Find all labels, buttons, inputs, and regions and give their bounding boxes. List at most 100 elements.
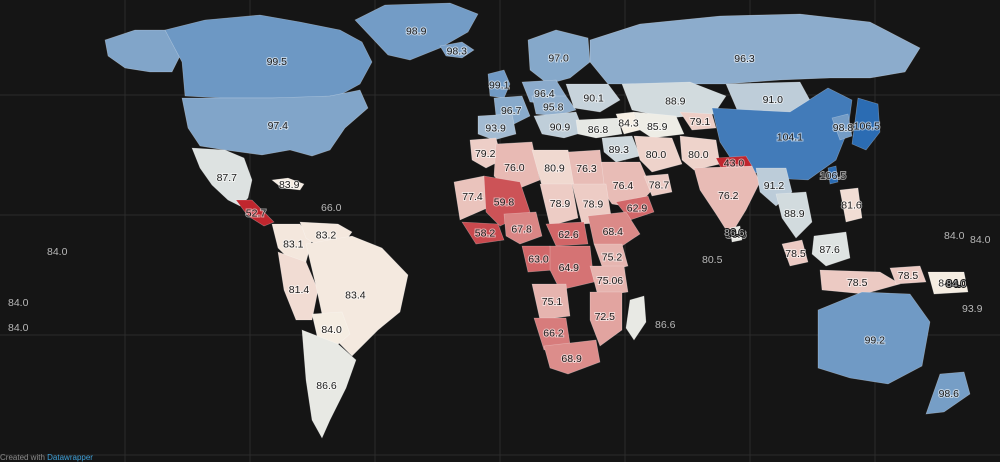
region-oman[interactable] [643, 173, 673, 197]
value-label-russia: 96.3 [734, 53, 755, 65]
value-label-pacific-3: 84.0 [8, 322, 29, 334]
region-kyrgyz[interactable] [679, 111, 717, 131]
region-taiwan[interactable] [827, 165, 839, 185]
region-peru[interactable] [277, 251, 319, 321]
region-malaysia[interactable] [781, 239, 809, 267]
value-label-philippines: 81.6 [841, 200, 862, 212]
region-spain[interactable] [477, 113, 517, 141]
region-argentina[interactable] [301, 329, 357, 439]
region-india[interactable] [693, 165, 761, 237]
region-nigeria[interactable] [503, 211, 543, 245]
value-label-kyrgyz: 79.1 [690, 116, 711, 128]
value-label-mongolia: 91.0 [763, 94, 784, 106]
value-label-indian-2: 80.5 [702, 254, 723, 266]
region-balkans[interactable] [533, 111, 585, 139]
value-label-indonesia: 78.5 [847, 277, 868, 289]
value-label-oman: 78.7 [649, 180, 670, 192]
region-kenya[interactable] [593, 243, 629, 273]
region-angola[interactable] [531, 283, 571, 321]
value-label-turkey: 86.8 [588, 124, 609, 136]
region-ukraine[interactable] [565, 83, 621, 113]
value-label-mauritania: 77.4 [462, 191, 483, 203]
value-labels: 98.9 99.5 97.4 87.7 52.7 83.9 83.1 83.2 81.4 83.4… [216, 25, 961, 402]
value-label-sudan: 78.9 [583, 199, 604, 211]
region-cent-african-rep[interactable] [545, 221, 589, 247]
region-korea[interactable] [831, 113, 853, 141]
value-label-angola: 75.1 [542, 296, 563, 308]
value-label-morocco: 79.2 [475, 148, 496, 160]
value-label-central-asia: 85.9 [647, 121, 668, 133]
region-algeria[interactable] [493, 141, 541, 193]
value-label-yemen: 62.9 [627, 203, 648, 215]
region-central-america[interactable] [235, 199, 275, 227]
value-label-poland: 95.8 [543, 101, 564, 113]
value-label-south-africa: 68.9 [561, 353, 582, 365]
value-label-balkans: 90.9 [550, 121, 571, 133]
region-iran[interactable] [633, 135, 683, 173]
region-indonesia[interactable] [819, 269, 901, 295]
value-label-timor: 78.5 [898, 270, 919, 282]
region-cuba[interactable] [271, 177, 305, 191]
value-label-pacific-7: 93.9 [962, 303, 983, 315]
value-label-france: 96.7 [501, 105, 522, 117]
credit-prefix: Created with [0, 453, 45, 462]
value-label-png: 84.0 [938, 278, 959, 290]
value-label-ukraine: 90.1 [583, 93, 604, 105]
region-borneo[interactable] [811, 231, 851, 267]
region-south-africa[interactable] [543, 339, 601, 375]
region-russia[interactable] [589, 13, 921, 85]
region-greenland[interactable] [354, 2, 479, 61]
value-label-ethiopia: 68.4 [603, 226, 624, 238]
region-png[interactable] [927, 271, 969, 295]
value-label-scandinavia: 97.0 [548, 52, 569, 64]
value-label-germany: 96.4 [534, 88, 555, 100]
value-label-japan: 106.5 [854, 121, 880, 133]
region-australia[interactable] [817, 291, 931, 385]
region-morocco[interactable] [469, 137, 503, 169]
region-iceland[interactable] [439, 41, 475, 59]
value-label-mexico: 87.7 [217, 172, 238, 184]
region-guinea[interactable] [461, 221, 505, 245]
region-central-asia[interactable] [633, 111, 685, 139]
value-label-malaysia: 78.5 [785, 248, 806, 260]
region-iraq[interactable] [601, 135, 641, 163]
value-label-afghanistan: 80.0 [688, 149, 709, 161]
value-label-thailand: 88.9 [784, 208, 805, 220]
value-label-gabon: 63.0 [528, 254, 549, 266]
region-afghanistan[interactable] [679, 135, 721, 171]
region-timor[interactable] [889, 265, 927, 285]
value-label-central-america: 52.7 [246, 207, 267, 219]
region-madagascar[interactable] [625, 295, 647, 341]
region-canada[interactable] [164, 14, 373, 99]
value-label-bolivia: 84.0 [321, 324, 342, 336]
region-tanzania[interactable] [589, 265, 629, 297]
credit-link[interactable]: Datawrapper [47, 453, 93, 462]
region-bolivia[interactable] [311, 311, 351, 347]
region-alaska[interactable] [104, 29, 183, 73]
region-usa[interactable] [181, 89, 369, 157]
region-thailand[interactable] [775, 191, 813, 239]
value-label-guinea: 58.2 [475, 228, 496, 240]
value-label-kenya: 75.2 [602, 252, 623, 264]
region-mozambique[interactable] [589, 291, 623, 347]
value-label-pacific-1: 84.0 [47, 246, 68, 258]
region-new-zealand[interactable] [925, 371, 971, 415]
region-uk[interactable] [487, 69, 511, 99]
credit-line: Created with Datawrapper [0, 453, 93, 462]
region-philippines[interactable] [839, 187, 863, 223]
value-label-drc: 64.9 [559, 262, 580, 274]
region-drc[interactable] [549, 245, 595, 291]
region-turkey[interactable] [575, 117, 623, 139]
value-label-usa: 97.4 [268, 120, 289, 132]
value-label-mozambique: 72.5 [595, 311, 616, 323]
value-label-nepal: 43.0 [724, 158, 745, 170]
region-sri-lanka[interactable] [729, 225, 743, 243]
value-label-argentina: 86.6 [316, 380, 337, 392]
region-ethiopia[interactable] [587, 211, 641, 251]
region-scandinavia[interactable] [527, 29, 591, 85]
value-label-australia: 99.2 [865, 334, 886, 346]
value-label-iraq: 89.3 [609, 144, 630, 156]
region-japan[interactable] [851, 97, 881, 151]
region-chad[interactable] [539, 183, 579, 227]
